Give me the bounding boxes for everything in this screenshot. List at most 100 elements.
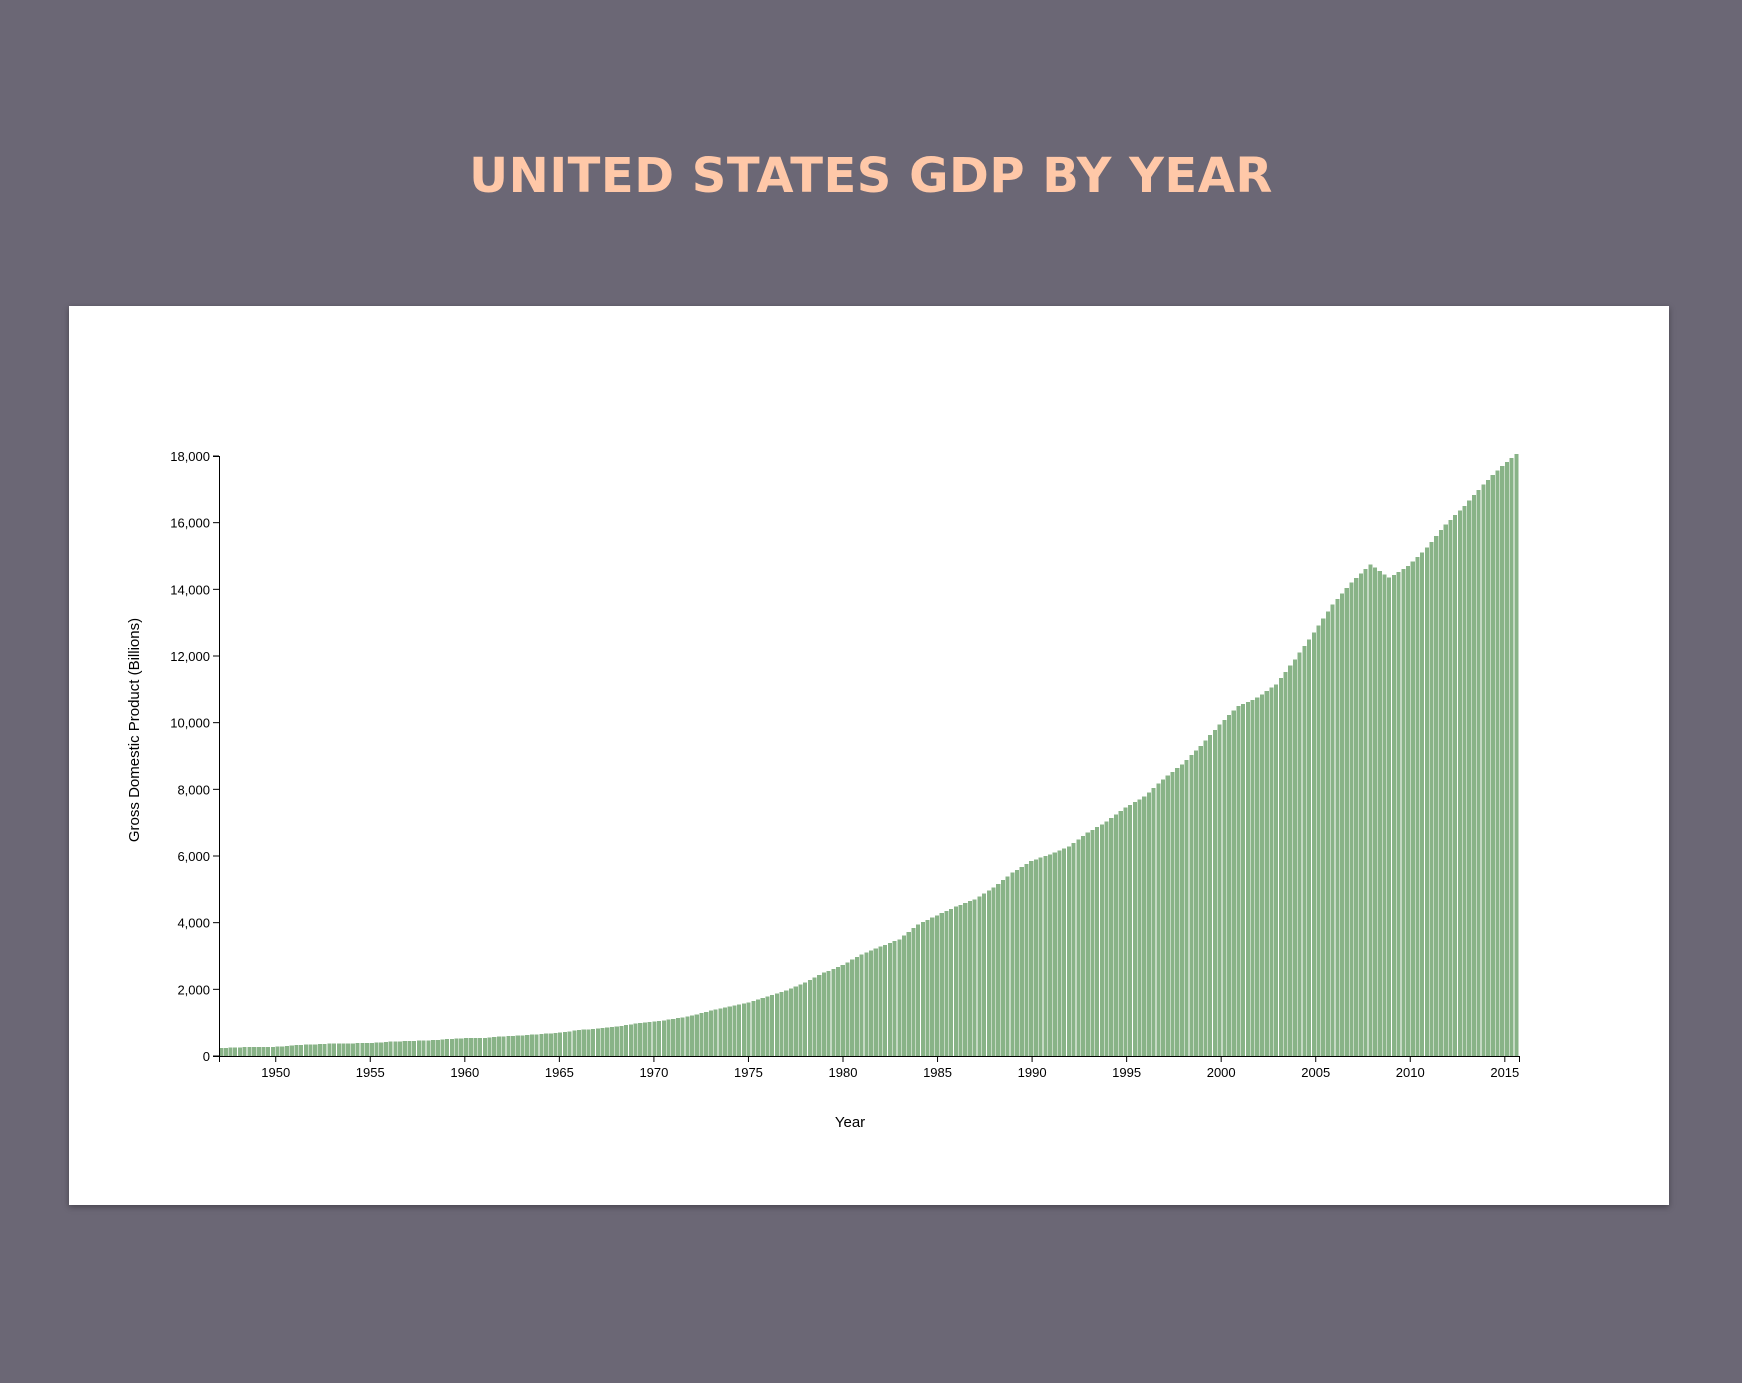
gdp-bar [1033, 859, 1038, 1056]
gdp-bar [449, 1038, 454, 1056]
gdp-bar [284, 1045, 290, 1056]
gdp-bar [953, 906, 958, 1056]
gdp-bar [1448, 519, 1453, 1056]
gdp-bar [430, 1040, 436, 1056]
gdp-bar [1387, 577, 1392, 1056]
gdp-bar [770, 995, 775, 1056]
gdp-bar [727, 1006, 732, 1056]
gdp-bar [365, 1042, 370, 1056]
gdp-bar [784, 990, 789, 1056]
gdp-bar [412, 1040, 417, 1056]
x-axis-line [219, 1056, 1520, 1062]
gdp-bar [722, 1007, 728, 1056]
gdp-bar [1429, 541, 1434, 1056]
gdp-bar [901, 935, 907, 1056]
gdp-bar [1481, 484, 1486, 1056]
x-tick-label: 1965 [545, 1065, 574, 1080]
gdp-bar [807, 980, 812, 1056]
gdp-bar [671, 1019, 676, 1056]
gdp-bar [332, 1043, 337, 1056]
gdp-bar [1363, 568, 1368, 1056]
gdp-bar [972, 899, 977, 1056]
gdp-bar [520, 1035, 525, 1056]
gdp-bar [1415, 556, 1420, 1056]
gdp-bar [1038, 857, 1043, 1056]
gdp-bar [360, 1043, 365, 1056]
gdp-bar [779, 992, 784, 1056]
gdp-bar [949, 908, 954, 1056]
gdp-bar [1085, 832, 1090, 1056]
gdp-bar [1382, 574, 1387, 1056]
gdp-bar [308, 1044, 313, 1056]
gdp-bar [1179, 764, 1184, 1056]
gdp-bar [652, 1021, 657, 1056]
gdp-bar [897, 939, 902, 1056]
gdp-bar [1184, 759, 1189, 1056]
gdp-bar [251, 1047, 257, 1056]
gdp-bar [492, 1037, 497, 1056]
gdp-bar [1401, 568, 1406, 1056]
gdp-bar [1325, 611, 1330, 1056]
gdp-bar [718, 1008, 723, 1056]
gdp-bar [1076, 839, 1081, 1056]
gdp-bar [1311, 632, 1316, 1056]
gdp-bar [1292, 659, 1298, 1056]
gdp-bar [247, 1047, 252, 1056]
gdp-bar [445, 1039, 450, 1056]
gdp-bar [350, 1043, 355, 1056]
gdp-bar [991, 887, 996, 1056]
gdp-bar [737, 1004, 742, 1056]
gdp-bar [586, 1029, 591, 1056]
gdp-bar [647, 1022, 652, 1056]
gdp-bar [624, 1025, 629, 1056]
gdp-bar [313, 1044, 318, 1056]
x-tick-label: 1955 [356, 1065, 385, 1080]
gdp-bar [803, 982, 808, 1056]
gdp-bar [572, 1030, 577, 1057]
gdp-bar [675, 1018, 680, 1056]
gdp-bar [1095, 827, 1100, 1056]
gdp-bar [1019, 866, 1024, 1056]
gdp-bar [1123, 807, 1128, 1056]
gdp-bar [1005, 876, 1010, 1056]
gdp-bar [1340, 593, 1345, 1056]
gdp-bar [619, 1025, 624, 1056]
gdp-bar [845, 962, 850, 1056]
gdp-bar [515, 1035, 520, 1056]
x-tick-label: 1980 [829, 1065, 858, 1080]
x-tick-label: 2010 [1396, 1065, 1425, 1080]
gdp-bar [840, 965, 845, 1056]
x-tick-label: 1975 [734, 1065, 763, 1080]
gdp-bar [1259, 694, 1265, 1056]
gdp-bar [242, 1047, 247, 1056]
gdp-bar [1029, 861, 1034, 1056]
gdp-bar [1500, 466, 1505, 1056]
gdp-bar [435, 1039, 440, 1056]
gdp-bar [628, 1024, 633, 1056]
gdp-bar [440, 1039, 445, 1056]
gdp-bar [911, 928, 916, 1056]
gdp-bar [1128, 804, 1133, 1056]
gdp-bar [379, 1042, 384, 1056]
gdp-bar [1137, 799, 1142, 1056]
gdp-bar [614, 1026, 619, 1056]
y-tick-label: 12,000 [170, 649, 210, 664]
gdp-bar [1208, 735, 1213, 1056]
gdp-bar [704, 1011, 709, 1056]
gdp-bar [233, 1047, 238, 1056]
gdp-bar [1443, 524, 1448, 1056]
gdp-bar [539, 1034, 544, 1056]
gdp-bar [1377, 571, 1382, 1056]
gdp-bar [1194, 750, 1199, 1056]
gdp-bar [878, 946, 883, 1056]
gdp-bar [1212, 729, 1217, 1056]
gdp-bar-chart: 1950 1955 1960 1965 1970 1975 1980 1985 1990 1995… [126, 449, 1520, 1131]
gdp-bar [1236, 706, 1241, 1056]
gdp-bar [939, 913, 944, 1056]
gdp-bar [812, 977, 817, 1056]
gdp-bar [562, 1031, 567, 1057]
gdp-bar [1471, 495, 1477, 1056]
gdp-bar [426, 1040, 431, 1056]
gdp-bar [859, 954, 864, 1056]
y-axis: 0 2,000 4,000 6,000 8,000 10,000 12,000 14,000 1… [170, 449, 220, 1064]
